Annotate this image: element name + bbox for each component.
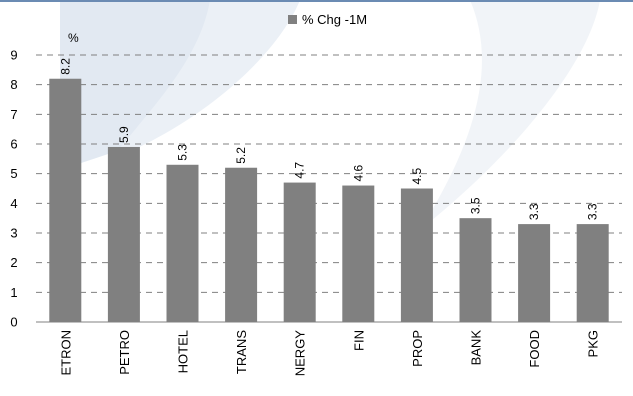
y-tick-label: 6 <box>10 137 17 152</box>
y-axis-ticks: 0 1 2 3 4 5 6 7 8 9 <box>10 48 17 330</box>
data-label-food: 3.3 <box>527 203 541 220</box>
x-tick-label-food: FOOD <box>527 330 542 368</box>
x-tick-label-nergy: NERGY <box>293 330 308 377</box>
data-label-pkg: 3.3 <box>586 203 600 220</box>
legend-swatch <box>288 15 297 24</box>
y-tick-label: 2 <box>10 255 17 270</box>
bar-etron <box>49 78 82 322</box>
x-tick-label-fin: FIN <box>351 330 366 351</box>
data-label-trans: 5.2 <box>234 147 248 164</box>
x-tick-label-prop: PROP <box>410 330 425 367</box>
y-tick-label: 0 <box>10 315 17 330</box>
bar-pkg <box>576 224 609 322</box>
data-label-hotel: 5.3 <box>176 144 190 161</box>
bar-bank <box>459 218 492 322</box>
x-axis-ticks: ETRON PETRO HOTEL TRANS NERGY FIN PROP BANK FOOD… <box>58 330 600 377</box>
x-tick-label-pkg: PKG <box>586 330 601 357</box>
y-tick-label: 9 <box>10 48 17 63</box>
x-tick-label-bank: BANK <box>469 330 484 366</box>
x-tick-label-petro: PETRO <box>117 330 132 375</box>
data-label-petro: 5.9 <box>117 126 131 143</box>
bar-nergy <box>283 182 316 322</box>
x-tick-label-hotel: HOTEL <box>176 330 191 373</box>
bars <box>49 78 609 322</box>
bar-prop <box>400 188 433 322</box>
bar-petro <box>107 146 140 322</box>
x-tick-label-trans: TRANS <box>234 330 249 374</box>
bar-food <box>518 224 551 322</box>
legend: % Chg -1M <box>288 12 367 27</box>
data-labels: 8.2 5.9 5.3 5.2 4.7 4.6 4.5 3.5 3.3 3.3 <box>58 58 599 220</box>
legend-label: % Chg -1M <box>302 12 367 27</box>
data-label-nergy: 4.7 <box>293 162 307 179</box>
bar-hotel <box>166 164 199 322</box>
data-label-fin: 4.6 <box>351 165 365 182</box>
y-tick-label: 1 <box>10 285 17 300</box>
y-tick-label: 5 <box>10 166 17 181</box>
x-tick-label-etron: ETRON <box>58 330 73 376</box>
watermark-logo <box>60 0 600 230</box>
bar-trans <box>225 167 258 322</box>
data-label-etron: 8.2 <box>58 58 72 75</box>
y-axis-label: % <box>68 31 79 45</box>
data-label-bank: 3.5 <box>469 197 483 214</box>
data-label-prop: 4.5 <box>410 167 424 184</box>
y-tick-label: 8 <box>10 77 17 92</box>
y-tick-label: 3 <box>10 226 17 241</box>
y-tick-label: 7 <box>10 107 17 122</box>
bar-fin <box>342 185 375 322</box>
y-tick-label: 4 <box>10 196 17 211</box>
